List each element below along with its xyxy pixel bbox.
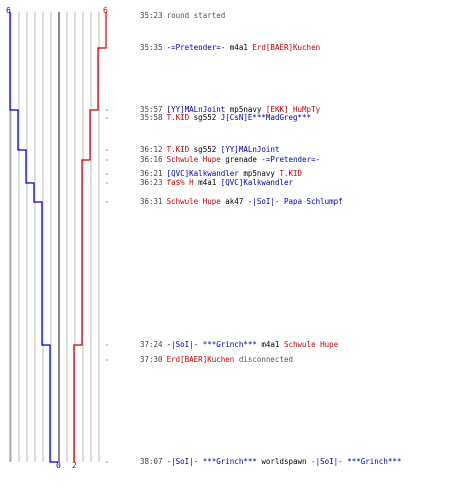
event-text: T.KID: [166, 113, 190, 122]
event-text: T.KID: [279, 169, 303, 178]
event-row: 38:07 -|SoI|- ***Grinch*** worldspawn -|S…: [140, 457, 401, 466]
event-text: Erd[BAER]Kuchen: [252, 43, 321, 52]
event-row: 36:21 [QVC]Kalkwandler mp5navy T.KID: [140, 169, 302, 178]
event-text: [EKK] HuMpTy: [265, 105, 321, 114]
event-text: m4a1: [256, 340, 284, 349]
event-text: fa$% H: [166, 178, 194, 187]
event-text: [QVC]Kalkwandler: [220, 178, 294, 187]
event-text: -=Pretender=-: [261, 155, 321, 164]
event-time: 36:21: [140, 169, 163, 178]
event-row: 36:31 Schwule Hupe ak47 -|SoI|- Papa Schl…: [140, 197, 343, 206]
event-time: 37:24: [140, 340, 163, 349]
event-text: mp5navy: [225, 105, 266, 114]
event-text: disconnected: [234, 355, 294, 364]
event-text: Schwule Hupe: [283, 340, 339, 349]
event-row: 37:24 -|SoI|- ***Grinch*** m4a1 Schwule H…: [140, 340, 338, 349]
event-row: 36:12 T.KID sg552 [YY]MALnJoint: [140, 145, 279, 154]
event-row: 36:23 fa$% H m4a1 [QVC]Kalkwandler: [140, 178, 293, 187]
event-text: grenade: [220, 155, 262, 164]
event-row: 35:58 T.KID sg552 J[CsN]E***MadGreg***: [140, 113, 311, 122]
event-row: 37:30 Erd[BAER]Kuchen disconnected: [140, 355, 293, 364]
event-text: Schwule Hupe: [166, 155, 221, 164]
event-text: [QVC]Kalkwandler: [166, 169, 239, 178]
blue-end-score: 0: [56, 461, 61, 470]
event-text: sg552: [189, 145, 221, 154]
event-text: -=Pretender=-: [166, 43, 226, 52]
event-text: Erd[BAER]Kuchen: [166, 355, 235, 364]
event-text: -|SoI|- Papa Schlumpf: [247, 197, 343, 206]
red-start-score: 6: [103, 6, 108, 15]
event-text: m4a1: [193, 178, 221, 187]
event-row: 35:35 -=Pretender=- m4a1 Erd[BAER]Kuchen: [140, 43, 320, 52]
score-timeline-svg: 6 6 0 2: [6, 6, 110, 470]
event-time: 35:35: [140, 43, 163, 52]
event-text: J[CsN]E***MadGreg***: [220, 113, 312, 122]
event-text: -|SoI|- ***Grinch***: [166, 340, 257, 349]
event-text: round started: [166, 11, 226, 20]
event-text: -|SoI|- ***Grinch***: [166, 457, 257, 466]
event-time: 35:58: [140, 113, 163, 122]
event-text: mp5navy: [238, 169, 280, 178]
event-time: 36:12: [140, 145, 163, 154]
event-text: m4a1: [225, 43, 253, 52]
event-time: 37:30: [140, 355, 163, 364]
score-timeline-chart: 6 6 0 2: [0, 0, 110, 500]
event-text: -|SoI|- ***Grinch***: [311, 457, 402, 466]
event-time: 36:23: [140, 178, 163, 187]
event-text: worldspawn: [256, 457, 312, 466]
event-text: ak47: [220, 197, 248, 206]
event-row: 35:57 [YY]MALnJoint mp5navy [EKK] HuMpTy: [140, 105, 320, 114]
event-text: [YY]MALnJoint: [220, 145, 280, 154]
blue-start-score: 6: [6, 6, 11, 15]
red-score-line: [73, 12, 107, 462]
red-end-score: 2: [72, 461, 77, 470]
event-text: Schwule Hupe: [166, 197, 221, 206]
event-time: 35:23: [140, 11, 163, 20]
event-time: 38:07: [140, 457, 163, 466]
event-time: 35:57: [140, 105, 163, 114]
event-text: [YY]MALnJoint: [166, 105, 226, 114]
event-row: 35:23 round started: [140, 11, 225, 20]
event-time: 36:31: [140, 197, 163, 206]
event-row: 36:16 Schwule Hupe grenade -=Pretender=-: [140, 155, 320, 164]
event-time: 36:16: [140, 155, 163, 164]
event-text: sg552: [189, 113, 221, 122]
event-text: T.KID: [166, 145, 190, 154]
